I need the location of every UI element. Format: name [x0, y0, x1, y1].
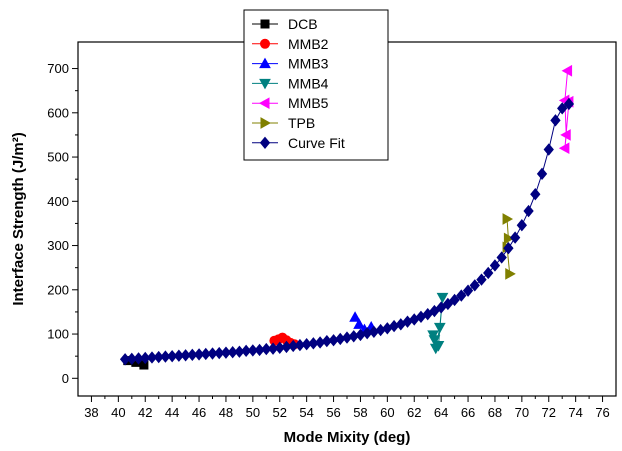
series-curve-fit	[119, 97, 575, 366]
mmb3-point	[353, 318, 365, 329]
curve-fit-point	[530, 188, 541, 201]
curve-fit-point	[435, 301, 447, 314]
x-tick-label: 58	[353, 405, 367, 420]
curve-fit-point	[476, 273, 487, 286]
mmb5-point	[558, 142, 570, 155]
x-tick-label: 66	[461, 405, 475, 420]
x-tick-label: 76	[595, 405, 609, 420]
legend-marker-tpb	[260, 117, 272, 129]
x-tick-label: 72	[542, 405, 556, 420]
curve-fit-point	[462, 284, 474, 297]
legend-marker-dcb	[260, 19, 270, 29]
y-tick-label: 400	[47, 194, 69, 209]
legend-marker-mmb3	[259, 57, 271, 69]
legend-marker-mmb4	[259, 78, 271, 90]
curve-fit-point	[550, 114, 561, 127]
curve-fit-point	[449, 293, 460, 307]
legend-marker-curve-fit	[259, 136, 271, 149]
x-tick-label: 68	[488, 405, 502, 420]
x-axis-label: Mode Mixity (deg)	[284, 429, 411, 446]
legend-label-mmb3: MMB3	[288, 56, 329, 72]
curve-fit-point	[563, 97, 575, 111]
x-tick-label: 48	[219, 405, 233, 420]
x-tick-label: 46	[192, 405, 206, 420]
legend-label-mmb5: MMB5	[288, 95, 329, 111]
y-tick-label: 700	[47, 61, 69, 76]
x-tick-label: 44	[165, 405, 179, 420]
x-tick-label: 62	[407, 405, 421, 420]
legend-marker-mmb5	[258, 97, 270, 110]
curve-fit-point	[503, 242, 514, 255]
y-tick-label: 600	[47, 105, 69, 120]
x-tick-label: 60	[380, 405, 394, 420]
x-tick-label: 54	[299, 405, 313, 420]
legend-label-mmb2: MMB2	[288, 36, 329, 52]
x-tick-label: 74	[568, 405, 582, 420]
x-tick-label: 40	[111, 405, 125, 420]
curve-fit-point	[469, 279, 480, 292]
y-tick-label: 200	[47, 282, 69, 297]
legend-box	[243, 9, 389, 161]
y-axis-label: Interface Strength (J/m²)	[10, 132, 27, 305]
tpb-point	[503, 232, 515, 245]
x-tick-label: 50	[246, 405, 260, 420]
curve-fit-point	[509, 231, 521, 244]
curve-fit-point	[456, 289, 467, 302]
mmb4-point	[433, 322, 446, 334]
curve-fit-point	[483, 266, 494, 280]
y-tick-label: 0	[62, 371, 69, 386]
x-tick-label: 52	[273, 405, 287, 420]
x-tick-label: 64	[434, 405, 448, 420]
legend-marker-mmb2	[260, 38, 270, 49]
legend-label-tpb: TPB	[288, 115, 315, 131]
tpb-point	[505, 268, 516, 280]
mmb5-point	[561, 64, 573, 77]
mmb4-point	[432, 341, 445, 352]
x-tick-label: 42	[138, 405, 152, 420]
y-tick-label: 500	[47, 150, 69, 165]
series-mmb4	[427, 292, 449, 355]
x-tick-label: 38	[84, 405, 98, 420]
curve-fit-point	[489, 259, 501, 272]
mmb5-point	[560, 129, 571, 141]
curve-fit-point	[536, 167, 548, 181]
legend-label-mmb4: MMB4	[288, 75, 329, 91]
curve-fit-point	[496, 251, 507, 264]
y-tick-label: 100	[47, 327, 69, 342]
x-tick-label: 70	[515, 405, 529, 420]
curve-fit-point	[442, 297, 454, 311]
legend: DCB MMB2 MMB3 MMB4 MMB5 TPB Curve Fit	[243, 9, 389, 161]
curve-fit-point	[543, 143, 554, 156]
series-layer	[119, 64, 575, 370]
curve-fit-point	[523, 204, 534, 218]
mmb4-point	[428, 335, 441, 346]
axis-ticks: 38 40 42 44 46 48 50 52 54 56 58 60 62 64 66 68 70 72 74 76…	[47, 61, 609, 420]
tpb-point	[502, 213, 514, 225]
mmb3-point	[349, 311, 361, 322]
curve-fit-point	[429, 304, 440, 318]
legend-label-curve-fit: Curve Fit	[288, 135, 345, 151]
curve-fit-point	[557, 102, 568, 115]
curve-fit-point	[516, 219, 528, 232]
legend-label-dcb: DCB	[288, 16, 318, 32]
x-tick-label: 56	[326, 405, 340, 420]
y-tick-label: 300	[47, 238, 69, 253]
mmb4-point	[436, 292, 449, 304]
